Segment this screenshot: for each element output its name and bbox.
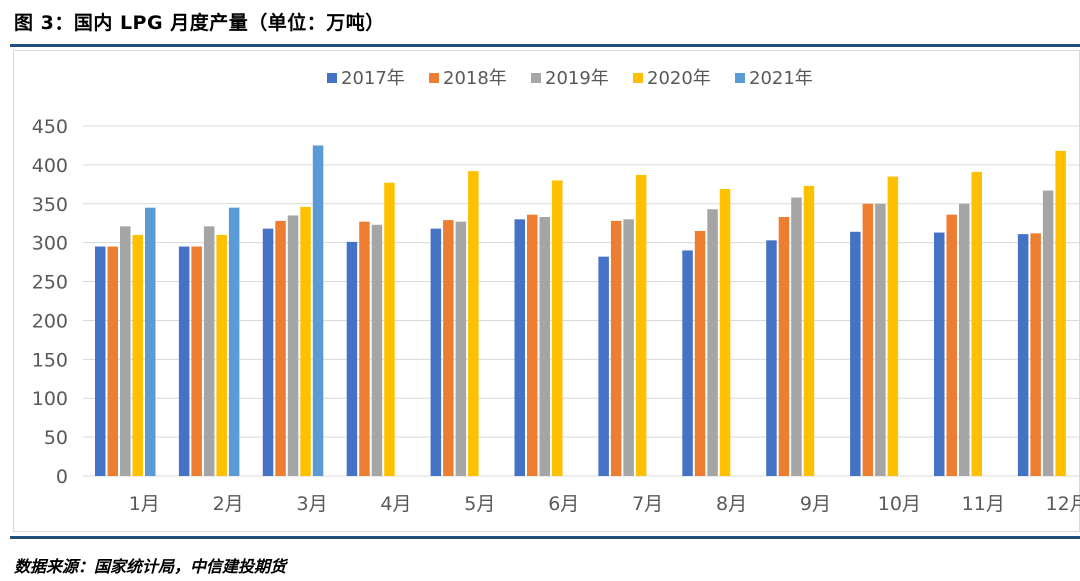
- legend-label: 2021年: [749, 68, 813, 89]
- bar-2021年-1月: [145, 207, 156, 476]
- legend-label: 2020年: [647, 68, 711, 89]
- bar-2020年-7月: [635, 175, 647, 476]
- bar-2019年-8月: [707, 209, 718, 476]
- bar-2018年-10月: [862, 203, 874, 476]
- bar-2017年-6月: [514, 219, 525, 477]
- figure-title: 图 3：国内 LPG 月度产量（单位：万吨）: [14, 12, 385, 34]
- x-tick-label: 7月: [632, 493, 663, 515]
- bar-2019年-9月: [791, 197, 802, 477]
- x-tick-label: 11月: [962, 493, 1005, 515]
- bar-2019年-1月: [120, 226, 131, 476]
- legend-label: 2019年: [545, 68, 609, 89]
- bar-2017年-1月: [95, 246, 106, 476]
- bar-2018年-4月: [359, 221, 370, 476]
- bar-2019年-7月: [623, 219, 634, 477]
- bar-2020年-4月: [384, 182, 395, 476]
- bar-2018年-11月: [946, 214, 957, 476]
- x-tick-label: 10月: [878, 493, 921, 515]
- y-tick-label: 450: [32, 116, 68, 138]
- bar-2018年-6月: [527, 214, 538, 476]
- x-tick-label: 5月: [464, 493, 495, 515]
- legend-swatch: [735, 73, 745, 83]
- bar-2017年-4月: [346, 241, 358, 476]
- x-tick-label: 8月: [716, 493, 747, 515]
- bar-2019年-10月: [875, 203, 886, 476]
- bar-2019年-4月: [371, 224, 383, 476]
- bar-2020年-9月: [803, 185, 815, 476]
- bar-chart: 0 50 100 150 200 250 300 350 400 450 1月 2月 3月 4月 5月 6月 7…: [32, 68, 1080, 515]
- y-tick-label: 400: [32, 155, 68, 177]
- x-tick-label: 2月: [213, 493, 244, 515]
- bar-2017年-10月: [850, 231, 861, 476]
- bar-2017年-11月: [934, 232, 945, 476]
- bar-2020年-11月: [971, 171, 982, 476]
- x-tick-label: 3月: [297, 493, 328, 515]
- y-tick-label: 0: [56, 466, 68, 488]
- bar-2020年-1月: [132, 234, 143, 476]
- x-tick-label: 12月: [1046, 493, 1080, 515]
- bar-2017年-3月: [262, 228, 274, 476]
- bar-2020年-5月: [468, 171, 479, 476]
- bar-2017年-8月: [682, 250, 693, 476]
- bar-2018年-9月: [778, 217, 790, 476]
- y-tick-label: 300: [32, 233, 68, 255]
- bar-2019年-2月: [203, 226, 215, 476]
- legend-swatch: [531, 73, 541, 83]
- bar-2018年-5月: [443, 220, 454, 476]
- legend-swatch: [633, 73, 643, 83]
- bar-2019年-5月: [455, 221, 467, 476]
- bar-2019年-11月: [959, 203, 970, 476]
- bar-2021年-3月: [312, 145, 324, 476]
- bar-2018年-2月: [191, 246, 202, 476]
- bottom-divider: [10, 536, 1080, 539]
- y-tick-label: 250: [32, 272, 68, 294]
- bar-2019年-12月: [1042, 190, 1054, 477]
- bar-2020年-2月: [216, 234, 227, 476]
- legend-label: 2017年: [341, 68, 405, 89]
- bar-2020年-12月: [1055, 150, 1066, 476]
- bar-2018年-1月: [107, 246, 118, 476]
- y-tick-label: 150: [32, 349, 68, 371]
- bar-2018年-8月: [694, 231, 706, 476]
- bar-2017年-2月: [178, 246, 190, 476]
- bar-2018年-3月: [275, 220, 286, 476]
- source-note: 数据来源：国家统计局，中信建投期货: [14, 557, 287, 576]
- y-tick-label: 100: [32, 388, 68, 410]
- bar-2020年-8月: [719, 189, 731, 476]
- bar-2020年-3月: [300, 206, 311, 476]
- x-tick-label: 6月: [548, 493, 579, 515]
- y-tick-label: 200: [32, 310, 68, 332]
- bar-2018年-7月: [610, 220, 622, 476]
- bar-2021年-2月: [228, 207, 240, 476]
- y-tick-label: 50: [44, 427, 68, 449]
- top-divider: [10, 44, 1080, 47]
- bar-2017年-12月: [1017, 234, 1029, 476]
- chart-frame: 0 50 100 150 200 250 300 350 400 450 1月 2月 3月 4月 5月 6月 7…: [13, 50, 1080, 532]
- bar-2019年-3月: [287, 215, 299, 476]
- bar-2019年-6月: [539, 217, 550, 476]
- bar-2020年-6月: [552, 180, 563, 476]
- x-tick-label: 4月: [380, 493, 411, 515]
- bar-2017年-7月: [598, 256, 609, 476]
- bar-2018年-12月: [1030, 233, 1041, 476]
- x-tick-label: 1月: [129, 493, 160, 515]
- legend-swatch: [327, 73, 337, 83]
- x-tick-label: 9月: [800, 493, 831, 515]
- legend-swatch: [429, 73, 439, 83]
- legend-label: 2018年: [443, 68, 507, 89]
- bar-2017年-5月: [430, 228, 442, 476]
- bar-2020年-10月: [887, 176, 899, 477]
- bar-2017年-9月: [766, 240, 777, 476]
- y-tick-label: 350: [32, 194, 68, 216]
